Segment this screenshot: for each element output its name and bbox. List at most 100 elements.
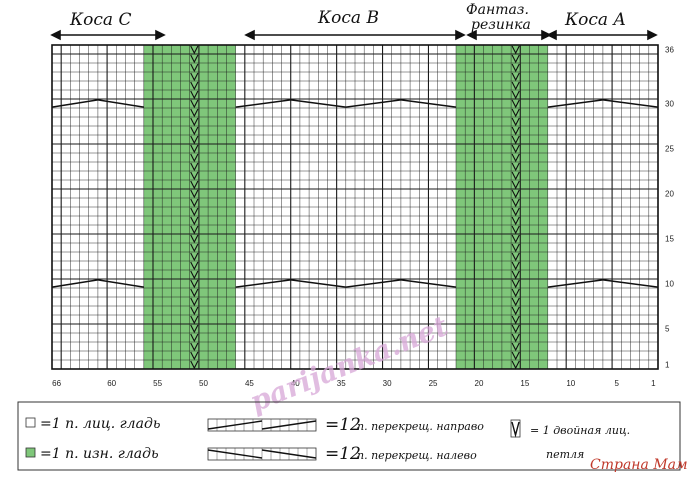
double-knit-v bbox=[190, 162, 199, 172]
double-knit-v bbox=[511, 162, 520, 172]
double-knit-v bbox=[511, 99, 520, 109]
swatch-stroke bbox=[207, 449, 263, 459]
double-knit-v bbox=[190, 153, 199, 163]
double-knit-v bbox=[511, 207, 520, 217]
arrow-a-left-head bbox=[546, 29, 557, 41]
double-knit-v bbox=[511, 144, 520, 154]
double-knit-v bbox=[190, 261, 199, 271]
double-knit-v bbox=[511, 72, 520, 82]
double-knit-v bbox=[511, 243, 520, 253]
double-knit-v bbox=[511, 270, 520, 280]
double-knit-v bbox=[511, 306, 520, 316]
y-tick-label: 5 bbox=[665, 325, 670, 334]
double-knit-v bbox=[190, 207, 199, 217]
double-knit-v bbox=[190, 45, 199, 55]
section-label-fantaz-2: резинка bbox=[471, 17, 531, 33]
double-knit-v bbox=[511, 342, 520, 352]
double-knit-v bbox=[511, 333, 520, 343]
section-label-fantaz-1: Фантаз. bbox=[466, 2, 529, 18]
cable-cross-left bbox=[602, 279, 659, 288]
swatch-stroke bbox=[261, 420, 317, 430]
double-knit-v bbox=[511, 90, 520, 100]
x-tick-label: 45 bbox=[245, 379, 254, 388]
double-knit-v bbox=[190, 90, 199, 100]
cable-cross-right bbox=[235, 279, 291, 288]
double-knit-v bbox=[511, 63, 520, 73]
double-knit-v bbox=[190, 243, 199, 253]
legend-purl-swatch bbox=[25, 447, 36, 458]
double-knit-v bbox=[190, 144, 199, 154]
x-tick-label: 30 bbox=[383, 379, 392, 388]
double-knit-v bbox=[511, 360, 520, 370]
cable-cross-right bbox=[51, 279, 99, 288]
axis-labels: 36 30 25 20 15 10 5 1 66 60 55 50 45 40 35 30 25 20 15 10 5 1 bbox=[52, 46, 674, 389]
double-knit-v bbox=[190, 198, 199, 208]
legend-cross-left-num: =12 bbox=[325, 444, 361, 464]
arrow-b-left-head bbox=[244, 29, 255, 41]
arrow-fantaz-left-head bbox=[466, 29, 477, 41]
double-knit-v bbox=[511, 351, 520, 361]
cable-cross-right bbox=[51, 99, 99, 108]
legend-purl-label: =1 п. изн. гладь bbox=[40, 446, 159, 462]
y-tick-label: 25 bbox=[665, 145, 674, 154]
y-tick-label: 15 bbox=[665, 235, 674, 244]
double-knit-v bbox=[511, 108, 520, 118]
legend-double-knit-icon bbox=[510, 419, 521, 438]
double-knit-v bbox=[190, 324, 199, 334]
legend-knit-label: =1 п. лиц. гладь bbox=[40, 416, 160, 432]
legend-cross-left-icon bbox=[207, 447, 317, 461]
double-knit-v bbox=[190, 81, 199, 91]
double-knit-v bbox=[511, 315, 520, 325]
double-knit-v bbox=[511, 288, 520, 298]
section-label-b: Коса B bbox=[317, 8, 379, 28]
x-tick-label: 25 bbox=[429, 379, 438, 388]
cable-cross-left bbox=[400, 99, 457, 108]
y-tick-label: 1 bbox=[665, 361, 670, 370]
cable-cross-left bbox=[400, 279, 457, 288]
x-tick-label: 35 bbox=[337, 379, 346, 388]
section-headers: Коса C Коса B Фантаз. резинка Коса A bbox=[50, 2, 658, 41]
x-tick-label: 1 bbox=[651, 379, 656, 388]
cable-cross-left bbox=[97, 279, 144, 288]
legend-frame bbox=[17, 401, 681, 471]
legend: =1 п. лиц. гладь =1 п. изн. гладь =12 п.… bbox=[17, 401, 681, 471]
x-tick-label: 50 bbox=[199, 379, 208, 388]
double-knit-v bbox=[190, 135, 199, 145]
swatch-stroke bbox=[261, 449, 317, 459]
double-knit-v bbox=[190, 72, 199, 82]
double-knit-v bbox=[511, 117, 520, 127]
cable-cross-right bbox=[345, 99, 402, 108]
double-knit-v bbox=[190, 99, 199, 109]
double-knit-v bbox=[190, 225, 199, 235]
double-knit-v bbox=[190, 117, 199, 127]
double-knit-v bbox=[190, 180, 199, 190]
double-knit-v bbox=[190, 360, 199, 370]
x-tick-label: 55 bbox=[153, 379, 162, 388]
cable-cross-right bbox=[235, 99, 291, 108]
double-knit-v bbox=[190, 270, 199, 280]
double-knit-v bbox=[511, 234, 520, 244]
brand-mark: Страна Мам bbox=[590, 457, 688, 473]
double-knit-v bbox=[190, 306, 199, 316]
swatch-stroke bbox=[207, 420, 263, 430]
section-label-a: Коса A bbox=[564, 10, 626, 30]
stitch-grid bbox=[51, 44, 659, 370]
double-knit-v bbox=[511, 126, 520, 136]
cable-cross-right bbox=[547, 99, 604, 108]
y-tick-label: 20 bbox=[665, 190, 674, 199]
double-knit-v bbox=[511, 279, 520, 289]
double-knit-v bbox=[190, 108, 199, 118]
double-knit-v bbox=[190, 288, 199, 298]
cable-cross-left bbox=[97, 99, 144, 108]
cable-cross-left bbox=[290, 279, 346, 288]
cable-cross-right bbox=[345, 279, 402, 288]
double-knit-v bbox=[511, 153, 520, 163]
arrow-b-right-head bbox=[455, 29, 466, 41]
cable-crosses bbox=[51, 99, 659, 288]
double-knit-v bbox=[190, 351, 199, 361]
legend-cross-right-text: п. перекрещ. направо bbox=[357, 420, 484, 433]
cable-cross-left bbox=[602, 99, 659, 108]
double-knit-v bbox=[511, 225, 520, 235]
double-knit-v bbox=[511, 261, 520, 271]
